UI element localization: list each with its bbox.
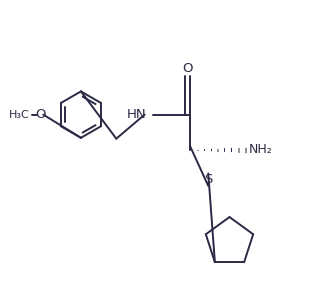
Text: S: S <box>204 173 213 186</box>
Text: O: O <box>35 108 46 121</box>
Text: HN: HN <box>126 108 146 121</box>
Text: H₃C: H₃C <box>9 110 30 120</box>
Text: NH₂: NH₂ <box>248 143 272 156</box>
Text: O: O <box>182 62 193 75</box>
